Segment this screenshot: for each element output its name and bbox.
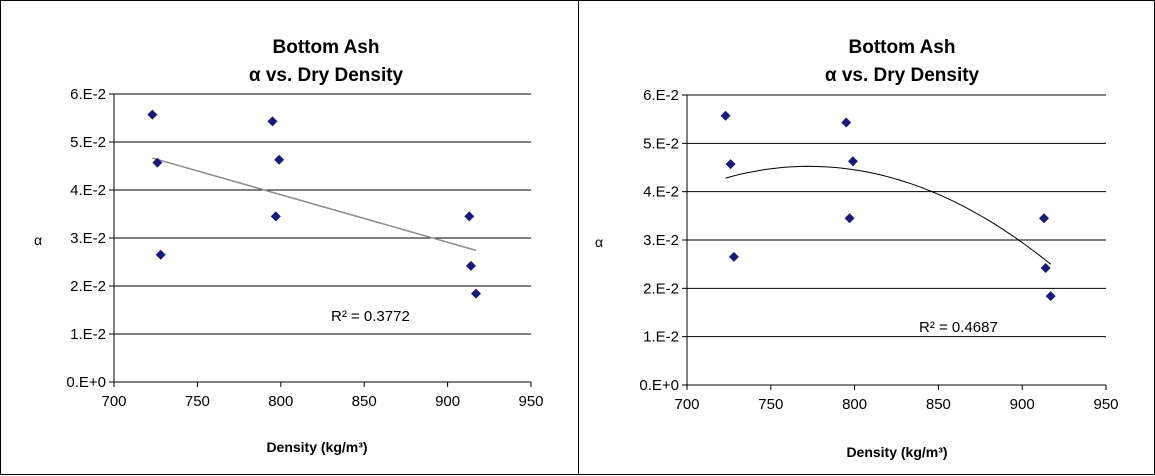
data-point — [1040, 263, 1051, 274]
x-tick-label: 750 — [758, 396, 783, 413]
r-squared-label: R² = 0.4687 — [919, 319, 998, 336]
chart-subtitle: α vs. Dry Density — [249, 65, 404, 86]
chart-left: 0.E+0 1.E-2 2.E-2 3.E-2 4.E-2 5.E-2 6.E-2 700 75… — [34, 37, 544, 455]
x-tick-label: 950 — [518, 393, 543, 410]
chart-right: 0.E+0 1.E-2 2.E-2 3.E-2 4.E-2 5.E-2 6.E-2 700 75… — [595, 37, 1119, 460]
data-point — [465, 260, 476, 271]
data-point — [725, 159, 736, 170]
chart-title: Bottom Ash — [849, 37, 956, 58]
y-tick-label: 2.E-2 — [70, 278, 106, 295]
x-axis-label: Density (kg/m³) — [266, 439, 367, 455]
data-point — [470, 288, 481, 299]
trendline — [725, 165, 1052, 265]
x-tick-label: 900 — [435, 393, 460, 410]
y-tick-label: 4.E-2 — [643, 184, 679, 201]
x-tick-label: 800 — [842, 396, 867, 413]
data-point — [152, 157, 163, 168]
y-axis-label: α — [34, 232, 42, 248]
y-tick-label: 1.E-2 — [70, 326, 106, 343]
data-point — [720, 110, 731, 121]
y-tick-label: 5.E-2 — [643, 135, 679, 152]
chart-panel-right: 0.E+0 1.E-2 2.E-2 3.E-2 4.E-2 5.E-2 6.E-2 700 75… — [578, 0, 1155, 475]
y-tick-label: 2.E-2 — [643, 280, 679, 297]
y-tick-label: 5.E-2 — [70, 134, 106, 151]
data-point — [270, 211, 281, 222]
y-tick-label: 1.E-2 — [643, 329, 679, 346]
data-point — [267, 116, 278, 127]
data-point — [847, 156, 858, 167]
chart-panel-left: 0.E+0 1.E-2 2.E-2 3.E-2 4.E-2 5.E-2 6.E-2 700 75… — [0, 0, 579, 475]
y-tick-label: 3.E-2 — [643, 232, 679, 249]
trendline — [152, 157, 477, 252]
plot-area: 0.E+0 1.E-2 2.E-2 3.E-2 4.E-2 5.E-2 6.E-2 700 75… — [639, 87, 1118, 413]
data-point — [155, 249, 166, 260]
y-tick-label: 0.E+0 — [639, 377, 679, 394]
chart-subtitle: α vs. Dry Density — [825, 65, 980, 86]
r-squared-label: R² = 0.3772 — [331, 308, 410, 325]
x-tick-label: 700 — [674, 396, 699, 413]
x-tick-label: 750 — [185, 393, 210, 410]
data-point — [464, 211, 475, 222]
y-tick-label: 0.E+0 — [66, 374, 106, 391]
x-tick-label: 850 — [352, 393, 377, 410]
plot-area: 0.E+0 1.E-2 2.E-2 3.E-2 4.E-2 5.E-2 6.E-2 700 75… — [66, 86, 543, 410]
data-point — [274, 154, 285, 165]
y-tick-label: 6.E-2 — [70, 86, 106, 103]
data-point — [1045, 291, 1056, 302]
y-axis-label: α — [595, 234, 603, 250]
y-tick-label: 6.E-2 — [643, 87, 679, 104]
data-point — [147, 109, 158, 120]
y-tick-label: 4.E-2 — [70, 182, 106, 199]
x-tick-label: 850 — [926, 396, 951, 413]
x-tick-label: 950 — [1093, 396, 1118, 413]
x-axis-label: Density (kg/m³) — [846, 444, 947, 460]
data-point — [728, 251, 739, 262]
x-tick-label: 800 — [268, 393, 293, 410]
chart-title: Bottom Ash — [273, 37, 380, 58]
x-tick-label: 900 — [1010, 396, 1035, 413]
y-tick-label: 3.E-2 — [70, 230, 106, 247]
data-point — [844, 213, 855, 224]
data-point — [841, 117, 852, 128]
data-point — [1038, 213, 1049, 224]
x-tick-label: 700 — [101, 393, 126, 410]
